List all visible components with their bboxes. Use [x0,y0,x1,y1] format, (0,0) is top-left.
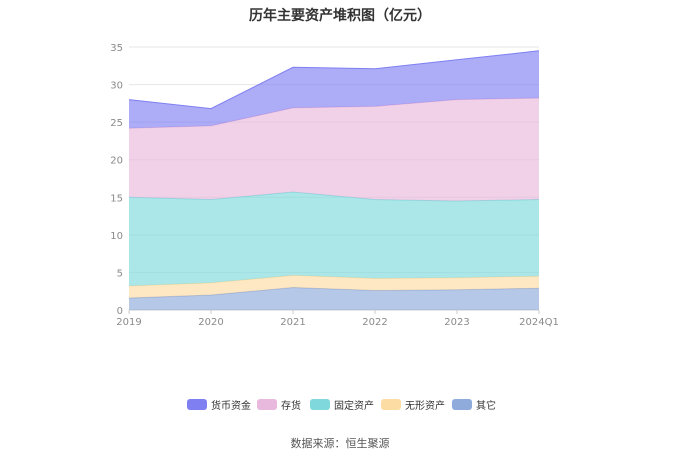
legend-swatch [187,399,207,410]
y-tick-label: 35 [110,43,123,54]
area-series-3 [129,98,539,201]
area-series [128,50,540,310]
chart-title: 历年主要资产堆积图（亿元） [249,7,431,24]
x-tick-label: 2022 [362,317,387,328]
x-tick-label: 2024Q1 [519,317,559,328]
axes: 0 5 10 15 20 25 30 35 2019 2020 2021 2022 2023 2024Q1 [110,43,559,328]
legend-label: 货币资金 [211,399,251,412]
data-source-note: 数据来源：恒生聚源 [291,436,390,450]
x-tick-label: 2021 [280,317,305,328]
x-tick-label: 2020 [198,317,223,328]
legend-label: 其它 [476,399,496,412]
legend-swatch [257,399,277,410]
legend-label: 无形资产 [405,399,445,412]
legend-swatch [381,399,401,410]
legend-swatch [452,399,472,410]
y-tick-label: 10 [110,231,123,242]
y-tick-label: 25 [110,118,123,129]
area-series-4 [129,50,539,129]
legend-label: 存货 [281,399,301,412]
legend-swatch [310,399,330,410]
y-tick-label: 0 [117,306,123,317]
y-tick-label: 30 [110,81,123,92]
legend: 货币资金 存货 固定资产 无形资产 其它 [187,399,496,412]
y-tick-label: 5 [117,268,123,279]
area-series-4-edge [128,50,540,110]
y-tick-label: 15 [110,193,123,204]
legend-label: 固定资产 [334,399,374,412]
x-tick-label: 2023 [444,317,469,328]
y-tick-label: 20 [110,156,123,167]
x-tick-label: 2019 [116,317,141,328]
area-series-2 [129,192,539,286]
